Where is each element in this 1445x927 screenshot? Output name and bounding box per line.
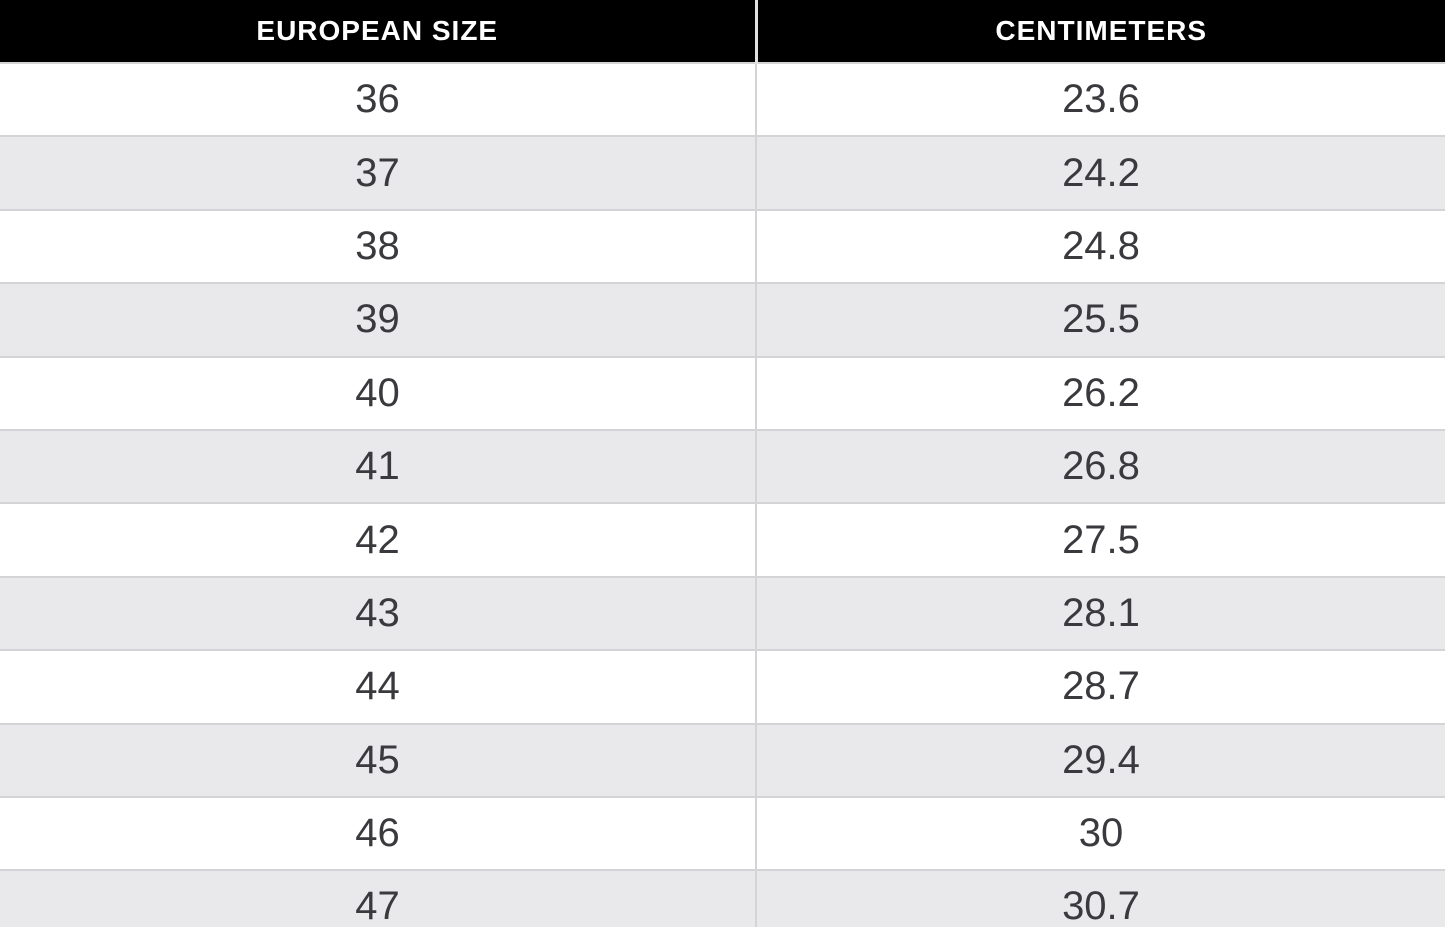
- table-row: 45 29.4: [0, 722, 1445, 797]
- cm-cell: 30: [756, 795, 1445, 871]
- table-row: 47 30.7: [0, 869, 1445, 927]
- header-centimeters: CENTIMETERS: [756, 0, 1445, 63]
- table-body: 36 23.6 37 24.2 38 24.8 39 25.5 40 26.2 …: [0, 61, 1445, 927]
- eu-size-cell: 43: [0, 575, 757, 651]
- table-header: EUROPEAN SIZE CENTIMETERS: [0, 0, 1445, 63]
- cm-cell: 29.4: [756, 722, 1445, 797]
- cm-cell: 26.8: [756, 428, 1445, 504]
- table-row: 37 24.2: [0, 135, 1445, 210]
- cm-cell: 23.6: [756, 61, 1445, 137]
- header-row: EUROPEAN SIZE CENTIMETERS: [0, 0, 1445, 63]
- table-row: 44 28.7: [0, 649, 1445, 724]
- table-row: 39 25.5: [0, 282, 1445, 357]
- eu-size-cell: 46: [0, 795, 757, 871]
- table-row: 42 27.5: [0, 502, 1445, 577]
- table-row: 46 30: [0, 795, 1445, 871]
- eu-size-cell: 37: [0, 135, 757, 210]
- header-european-size: EUROPEAN SIZE: [0, 0, 758, 63]
- eu-size-cell: 45: [0, 722, 757, 797]
- table-row: 40 26.2: [0, 355, 1445, 430]
- table-row: 36 23.6: [0, 61, 1445, 137]
- table-row: 38 24.8: [0, 208, 1445, 284]
- eu-size-cell: 36: [0, 61, 757, 137]
- eu-size-cell: 47: [0, 869, 757, 927]
- eu-size-cell: 42: [0, 502, 757, 577]
- cm-cell: 24.2: [756, 135, 1445, 210]
- eu-size-cell: 44: [0, 649, 757, 724]
- cm-cell: 26.2: [756, 355, 1445, 430]
- cm-cell: 28.1: [756, 575, 1445, 651]
- cm-cell: 28.7: [756, 649, 1445, 724]
- eu-size-cell: 41: [0, 428, 757, 504]
- cm-cell: 27.5: [756, 502, 1445, 577]
- eu-size-cell: 40: [0, 355, 757, 430]
- table-row: 43 28.1: [0, 575, 1445, 651]
- table-row: 41 26.8: [0, 428, 1445, 504]
- cm-cell: 30.7: [756, 869, 1445, 927]
- eu-size-cell: 38: [0, 208, 757, 284]
- cm-cell: 24.8: [756, 208, 1445, 284]
- cm-cell: 25.5: [756, 282, 1445, 357]
- eu-size-cell: 39: [0, 282, 757, 357]
